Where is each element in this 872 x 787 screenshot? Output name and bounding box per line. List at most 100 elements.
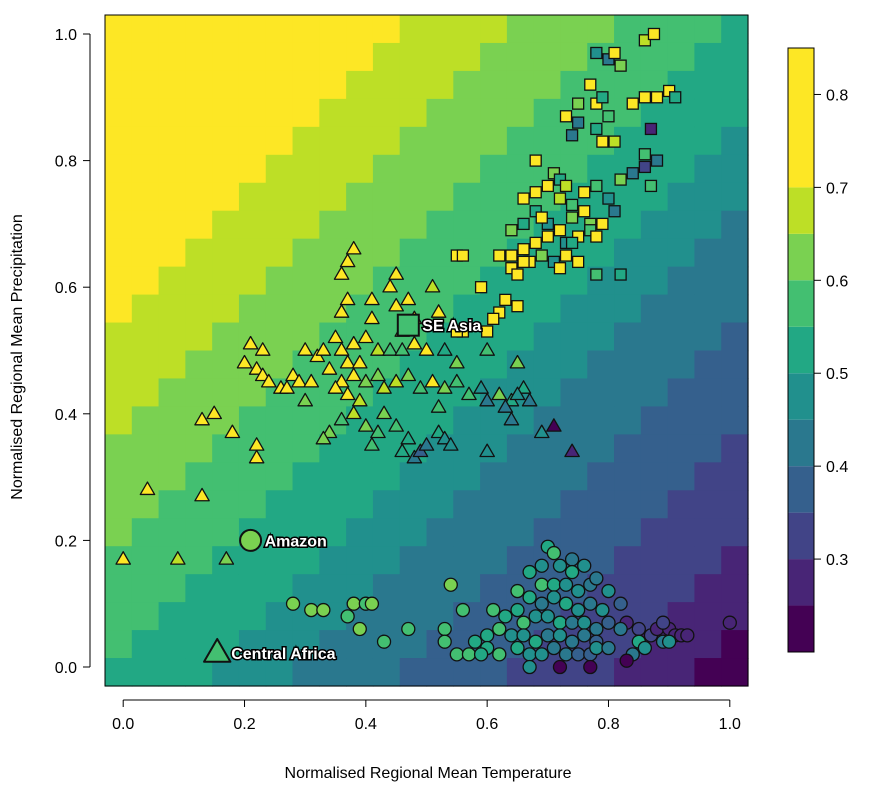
contour-cell xyxy=(212,490,240,519)
plot-frame xyxy=(104,14,749,687)
contour-cell xyxy=(292,434,320,463)
square-point xyxy=(578,205,591,218)
contour-cell xyxy=(131,70,160,100)
circle-highlight-marker xyxy=(239,528,263,552)
circle-point xyxy=(558,577,574,592)
colorbar-tick-label: 0.7 xyxy=(826,180,848,197)
contour-cell xyxy=(131,518,160,547)
contour-cell xyxy=(105,350,133,380)
contour-cell xyxy=(480,42,508,72)
triangle-point xyxy=(321,424,338,439)
contour-cell xyxy=(640,210,669,240)
contour-cell xyxy=(560,42,588,72)
contour-cell xyxy=(346,658,374,687)
contour-cell xyxy=(185,210,213,240)
triangle-point xyxy=(424,373,441,388)
contour-cell xyxy=(372,42,401,72)
square-point xyxy=(572,255,585,269)
contour-cell xyxy=(640,546,669,575)
contour-cell xyxy=(667,266,696,296)
contour-cell xyxy=(399,266,428,296)
contour-cell xyxy=(399,658,428,687)
contour-cell xyxy=(587,322,615,352)
square-point xyxy=(565,198,579,212)
contour-cell xyxy=(265,266,294,296)
contour-cell xyxy=(292,238,320,268)
contour-cell xyxy=(105,490,133,519)
circle-point xyxy=(558,596,574,611)
contour-cell xyxy=(587,15,615,44)
contour-cell xyxy=(694,322,722,352)
triangle-point xyxy=(370,367,386,382)
contour-cell xyxy=(265,210,294,240)
contour-cell xyxy=(265,70,294,100)
triangle-point xyxy=(436,342,453,356)
contour-cell xyxy=(185,98,213,128)
contour-cell xyxy=(131,322,160,352)
colorbar-tick-label: 0.8 xyxy=(826,87,848,104)
contour-cell xyxy=(158,266,186,296)
contour-cell xyxy=(238,154,267,184)
contour-cell xyxy=(533,294,562,324)
contour-cell xyxy=(238,98,267,128)
contour-cell xyxy=(426,42,454,72)
contour-cell xyxy=(105,602,133,631)
triangle-point xyxy=(497,399,514,413)
contour-cell xyxy=(265,546,294,575)
contour-cell xyxy=(533,378,562,408)
contour-cell xyxy=(158,574,186,603)
contour-cell xyxy=(238,574,267,603)
square-point xyxy=(614,59,627,72)
triangle-point xyxy=(291,373,307,388)
circle-point xyxy=(577,615,592,630)
contour-cell xyxy=(426,238,454,268)
square-point xyxy=(535,249,548,262)
contour-cell xyxy=(212,182,240,212)
contour-cell xyxy=(667,406,696,435)
triangle-point xyxy=(364,291,380,306)
contour-cell xyxy=(131,238,160,268)
triangle-point xyxy=(449,354,465,369)
colorbar-band xyxy=(788,233,814,281)
contour-cell xyxy=(533,462,562,491)
square-point xyxy=(650,154,664,167)
contour-cell xyxy=(640,350,669,380)
contour-cell xyxy=(506,15,535,44)
contour-cell xyxy=(694,630,722,659)
square-point xyxy=(565,236,579,250)
contour-cell xyxy=(694,42,722,72)
x-tick-label: 0.4 xyxy=(355,716,377,733)
circle-point xyxy=(285,596,301,611)
contour-cell xyxy=(560,378,588,408)
triangle-point xyxy=(339,354,356,369)
contour-cell xyxy=(640,658,669,687)
contour-cell xyxy=(587,406,615,435)
contour-cell xyxy=(506,490,535,519)
triangle-point xyxy=(418,342,435,356)
triangle-point xyxy=(388,418,404,432)
triangle-point xyxy=(364,310,380,325)
contour-cell xyxy=(185,574,213,603)
circle-point xyxy=(516,615,531,630)
contour-cell xyxy=(158,70,186,100)
contour-cell xyxy=(614,378,642,408)
circle-point xyxy=(589,640,604,656)
contour-cell xyxy=(533,15,562,44)
contour-cell xyxy=(105,238,133,268)
circle-point xyxy=(613,621,628,637)
contour-cell xyxy=(560,406,588,435)
circle-point xyxy=(480,628,495,643)
contour-cell xyxy=(694,406,722,435)
square-point xyxy=(644,179,658,193)
triangle-point xyxy=(327,329,344,344)
contour-cell xyxy=(506,518,535,547)
contour-cell xyxy=(319,182,347,212)
contour-cell xyxy=(426,126,454,156)
contour-cell xyxy=(694,378,722,408)
square-point xyxy=(572,116,585,129)
triangle-point xyxy=(333,373,350,388)
contour-cell xyxy=(319,70,347,100)
contour-cell xyxy=(694,15,722,44)
square-point xyxy=(578,186,591,199)
contour-cell xyxy=(158,378,186,408)
